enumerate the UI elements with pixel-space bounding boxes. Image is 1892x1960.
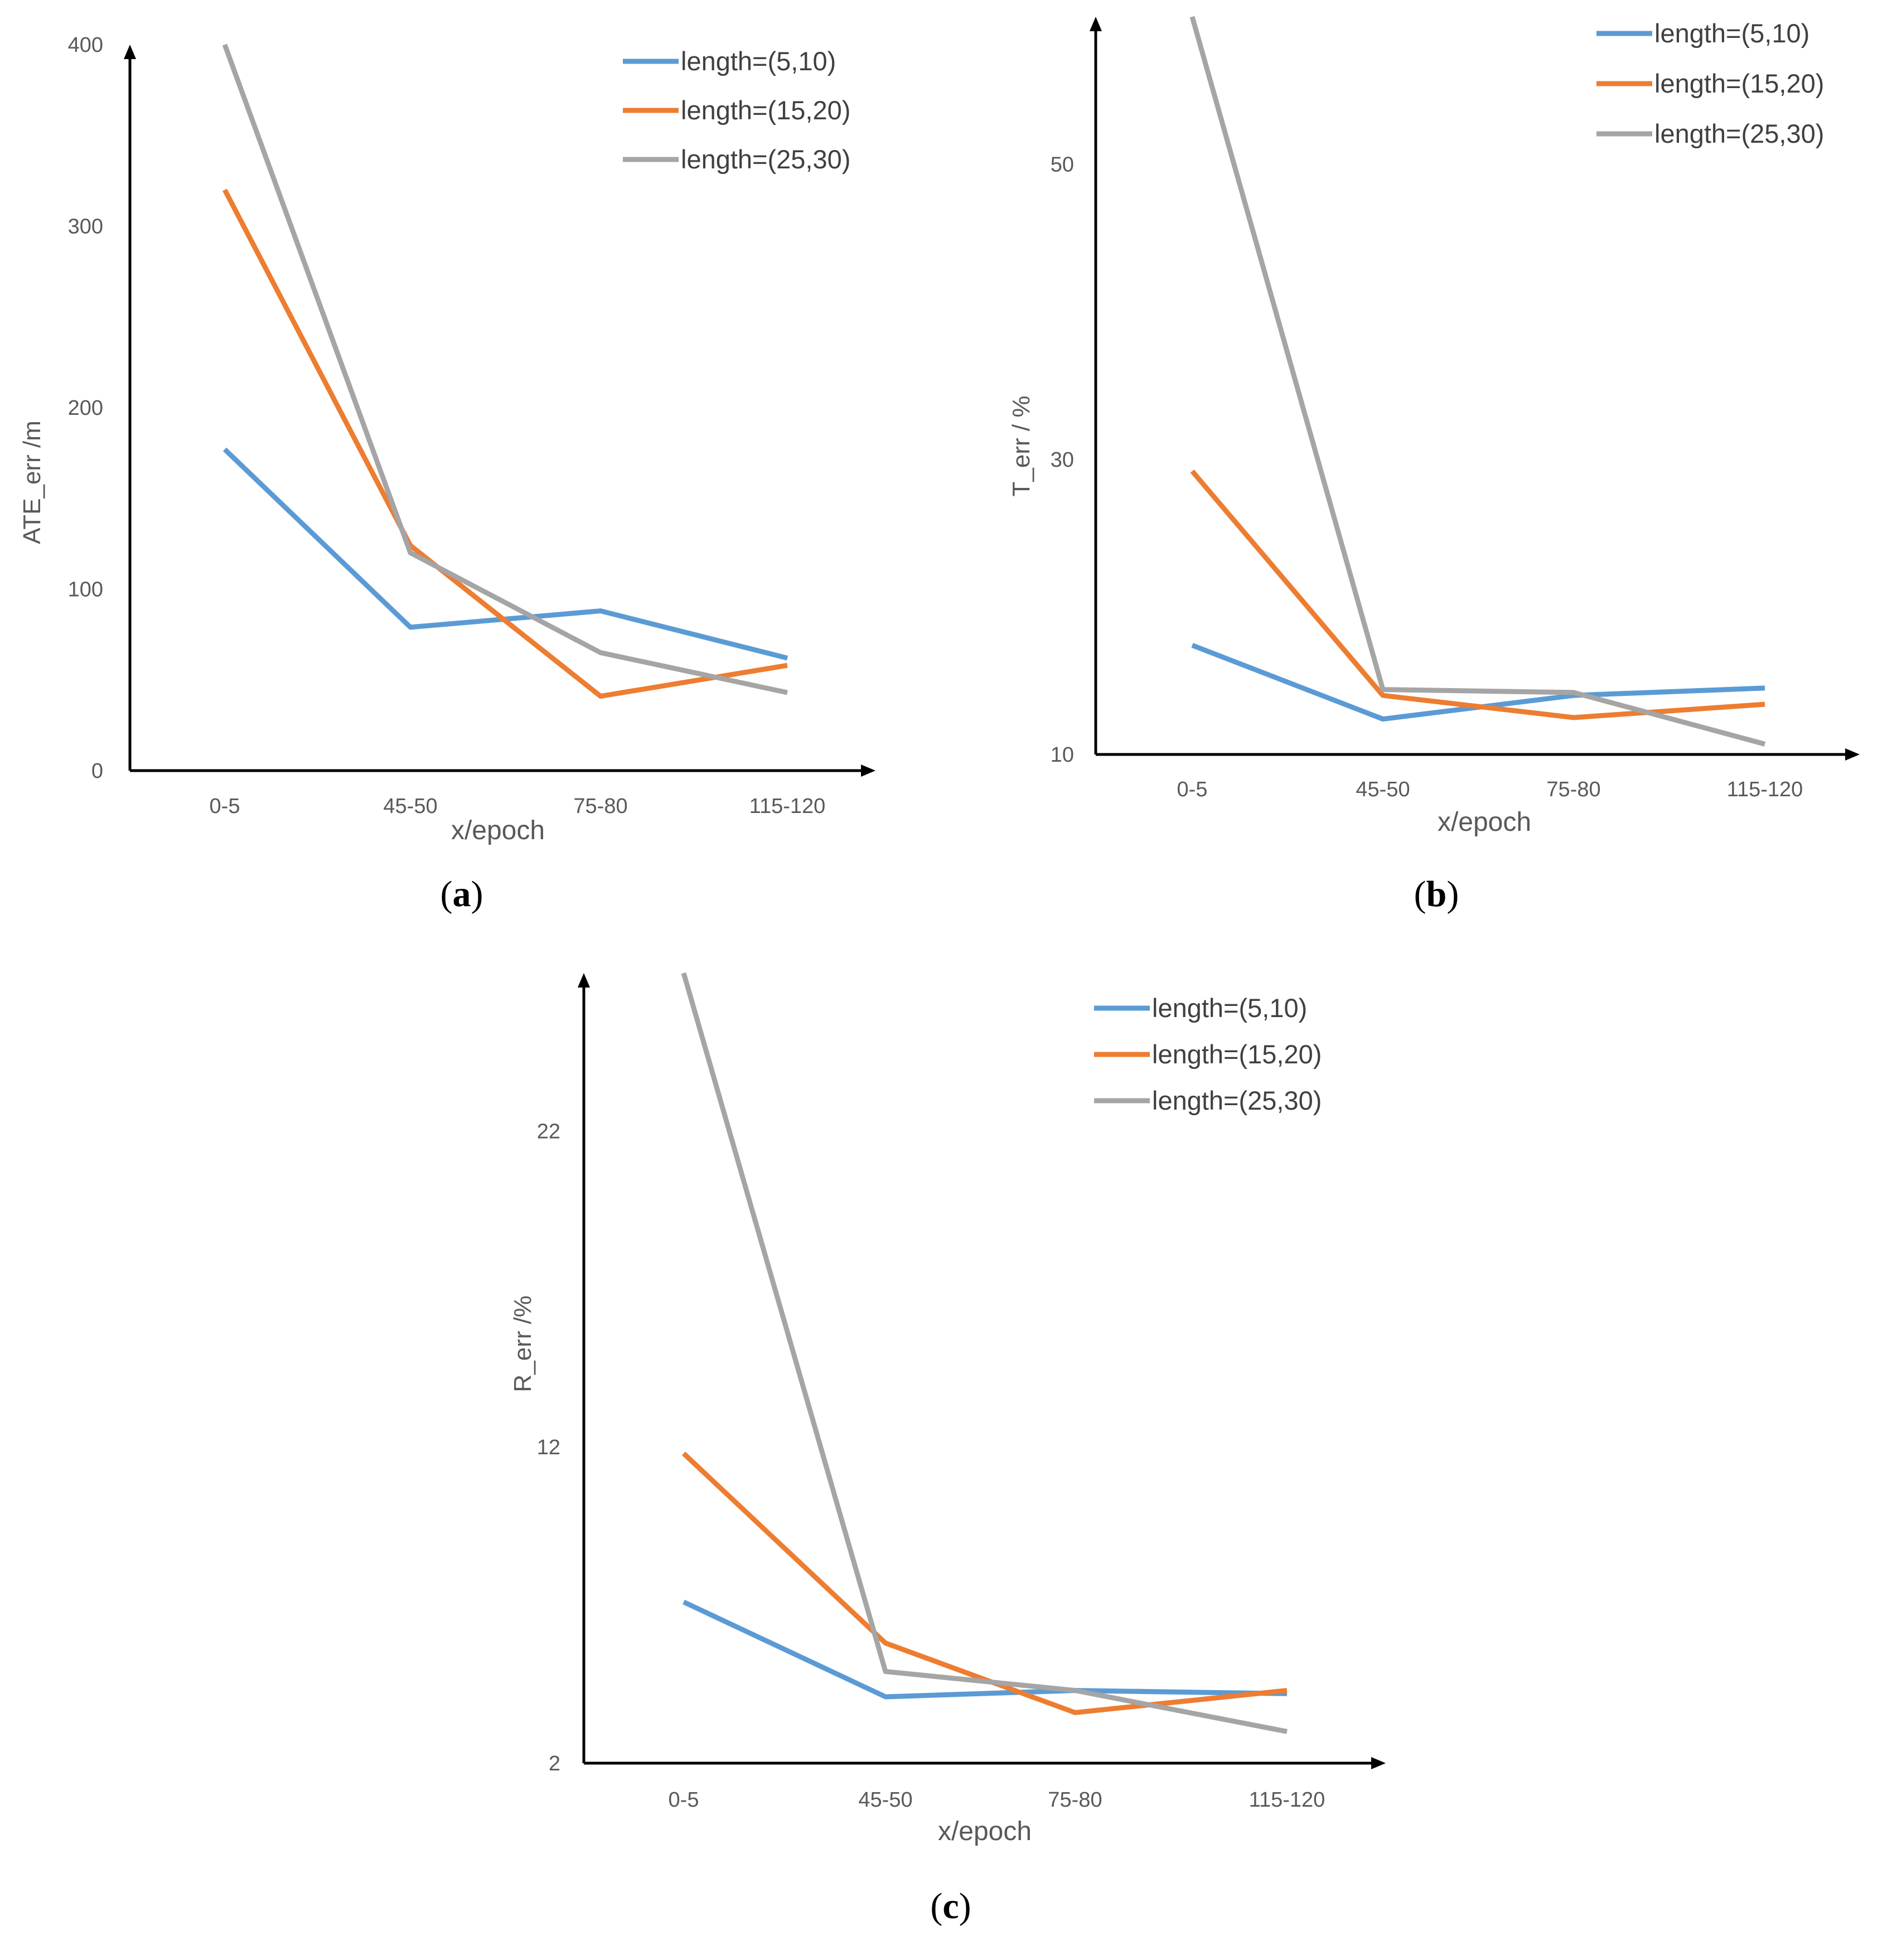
caption-paren-open: ( <box>441 874 453 914</box>
legend-label: length=(5,10) <box>1654 18 1809 48</box>
legend-label: length=(5,10) <box>681 46 836 76</box>
legend-label: length=(25,30) <box>1654 119 1824 148</box>
x-axis-label: x/epoch <box>1438 807 1531 837</box>
x-axis-arrowhead <box>1845 748 1860 761</box>
y-tick-label: 400 <box>68 33 103 57</box>
legend-label: length=(25,30) <box>681 144 850 174</box>
y-tick-label: 50 <box>1051 153 1074 177</box>
x-axis-label: x/epoch <box>938 1817 1032 1846</box>
series-line-3 <box>1189 16 1766 747</box>
x-tick-label: 0-5 <box>669 1788 699 1812</box>
series-line-1 <box>222 447 788 661</box>
chart-panel-a: 0 100 200 300 400 0-5 45-50 75-80 115-120 x/epoch… <box>18 33 875 914</box>
legend-label: length=(5,10) <box>1152 993 1307 1023</box>
x-tick-label: 75-80 <box>573 795 627 818</box>
legend-label: length=(25,30) <box>1152 1086 1322 1115</box>
x-tick-label: 45-50 <box>1356 778 1410 801</box>
x-tick-label: 45-50 <box>858 1788 912 1812</box>
caption-letter: b <box>1426 874 1447 914</box>
y-axis-arrowhead <box>1090 17 1102 31</box>
y-tick-label: 12 <box>537 1436 560 1459</box>
x-tick-label: 115-120 <box>1727 778 1803 801</box>
panel-caption: (c) <box>930 1886 971 1927</box>
legend-label: length=(15,20) <box>1152 1039 1322 1069</box>
x-tick-label: 0-5 <box>1177 778 1208 801</box>
x-tick-label: 75-80 <box>1048 1788 1102 1812</box>
y-tick-label: 2 <box>549 1752 560 1775</box>
caption-paren-close: ) <box>959 1886 971 1927</box>
caption-letter: c <box>942 1886 959 1927</box>
x-tick-label: 115-120 <box>749 795 826 818</box>
series-line-3 <box>222 43 788 695</box>
x-tick-label: 45-50 <box>383 795 437 818</box>
x-axis-arrowhead <box>1371 1757 1386 1769</box>
y-tick-label: 100 <box>68 578 103 602</box>
series-line-2 <box>681 1451 1288 1715</box>
series-line-2 <box>222 188 788 699</box>
x-tick-label: 0-5 <box>210 795 240 818</box>
y-axis-label: R_err /% <box>509 1295 536 1392</box>
legend-label: length=(15,20) <box>1654 69 1824 98</box>
y-axis-label: ATE_err /m <box>18 420 46 544</box>
caption-paren-close: ) <box>471 874 483 914</box>
series-line-2 <box>1190 470 1765 720</box>
caption-paren-close: ) <box>1446 874 1459 914</box>
y-tick-label: 0 <box>91 759 103 783</box>
y-tick-label: 300 <box>68 215 103 239</box>
x-axis-arrowhead <box>861 764 875 777</box>
caption-paren-open: ( <box>930 1886 942 1927</box>
legend-label: length=(15,20) <box>681 95 850 125</box>
panel-caption: (a) <box>441 874 483 914</box>
y-axis-arrowhead <box>124 45 136 59</box>
series-line-1 <box>683 1599 1288 1700</box>
y-axis-arrowhead <box>578 973 590 988</box>
x-axis-label: x/epoch <box>451 816 545 845</box>
x-tick-label: 75-80 <box>1546 778 1600 801</box>
series-line-3 <box>681 972 1288 1734</box>
y-tick-label: 10 <box>1051 743 1074 767</box>
caption-letter: a <box>453 874 471 914</box>
chart-panel-c: 2 12 22 0-5 45-50 75-80 115-120 x/epoch R_err /%… <box>509 972 1386 1927</box>
caption-paren-open: ( <box>1414 874 1426 914</box>
chart-panel-b: 10 30 50 0-5 45-50 75-80 115-120 x/epoch T_err /… <box>1008 16 1860 914</box>
y-tick-label: 30 <box>1051 448 1074 472</box>
y-tick-label: 200 <box>68 396 103 420</box>
y-tick-label: 22 <box>537 1120 560 1143</box>
y-axis-label: T_err / % <box>1008 396 1035 497</box>
x-tick-label: 115-120 <box>1249 1788 1325 1812</box>
panel-caption: (b) <box>1414 874 1459 914</box>
